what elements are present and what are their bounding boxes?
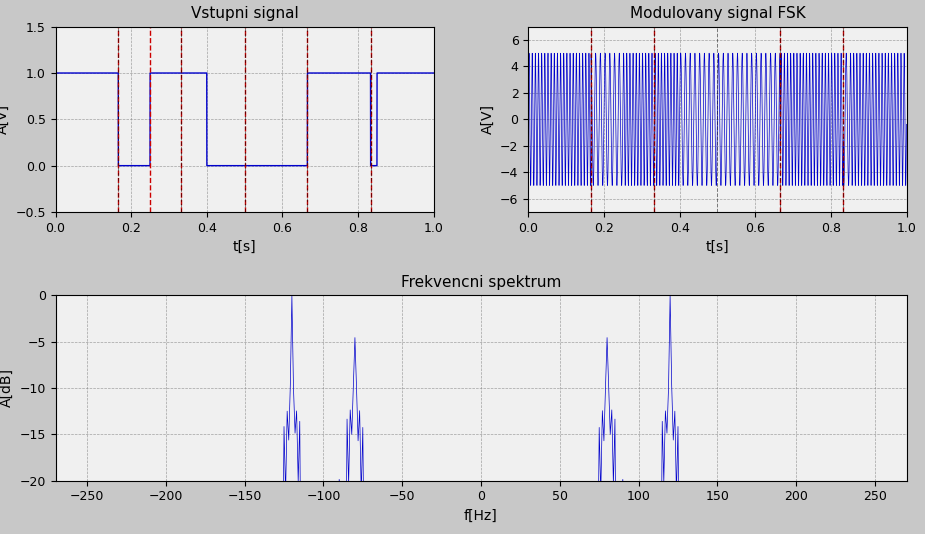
Y-axis label: A[V]: A[V] (0, 104, 10, 135)
Title: Modulovany signal FSK: Modulovany signal FSK (630, 6, 806, 21)
X-axis label: f[Hz]: f[Hz] (464, 509, 498, 523)
X-axis label: t[s]: t[s] (706, 240, 729, 254)
Title: Vstupni signal: Vstupni signal (191, 6, 299, 21)
Title: Frekvencni spektrum: Frekvencni spektrum (401, 275, 561, 290)
Y-axis label: A[dB]: A[dB] (0, 368, 14, 407)
Y-axis label: A[V]: A[V] (481, 104, 495, 135)
X-axis label: t[s]: t[s] (233, 240, 256, 254)
